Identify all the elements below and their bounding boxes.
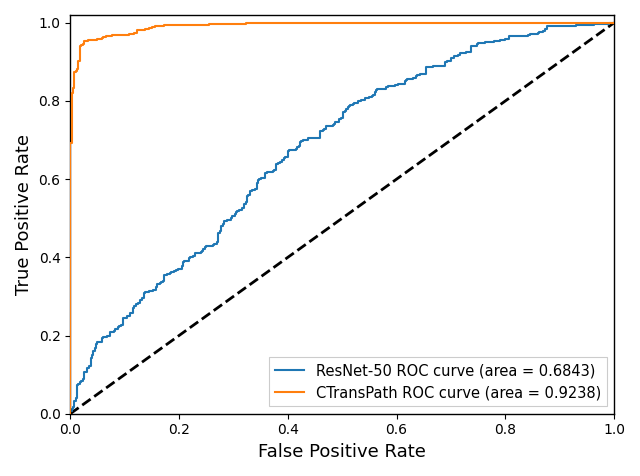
CTransPath ROC curve (area = 0.9238) [72,68,79,74]
Legend: ResNet-50 ROC curve (area = 0.6843), CTransPath ROC curve (area = 0.9238): ResNet-50 ROC curve (area = 0.6843), CTr… [269,357,607,407]
ResNet-50 ROC curve (area = 0.6843) [382,87,390,92]
CTransPath ROC curve (area = 0.9238) [242,20,250,26]
X-axis label: False Positive Rate: False Positive Rate [258,443,426,461]
ResNet-50 ROC curve (area = 0.6843) [610,20,618,26]
Y-axis label: True Positive Rate: True Positive Rate [15,134,33,295]
ResNet-50 ROC curve (area = 0.6843) [244,192,252,198]
CTransPath ROC curve (area = 0.9238) [67,411,74,416]
ResNet-50 ROC curve (area = 0.6843) [605,20,612,26]
CTransPath ROC curve (area = 0.9238) [610,20,618,26]
CTransPath ROC curve (area = 0.9238) [67,255,74,260]
ResNet-50 ROC curve (area = 0.6843) [232,210,240,216]
CTransPath ROC curve (area = 0.9238) [288,20,296,26]
CTransPath ROC curve (area = 0.9238) [291,20,298,26]
Line: ResNet-50 ROC curve (area = 0.6843): ResNet-50 ROC curve (area = 0.6843) [70,23,614,414]
CTransPath ROC curve (area = 0.9238) [68,100,76,106]
ResNet-50 ROC curve (area = 0.6843) [132,301,140,307]
ResNet-50 ROC curve (area = 0.6843) [228,216,236,221]
Line: CTransPath ROC curve (area = 0.9238): CTransPath ROC curve (area = 0.9238) [70,23,614,414]
ResNet-50 ROC curve (area = 0.6843) [379,87,387,92]
ResNet-50 ROC curve (area = 0.6843) [67,411,74,416]
CTransPath ROC curve (area = 0.9238) [68,92,76,98]
